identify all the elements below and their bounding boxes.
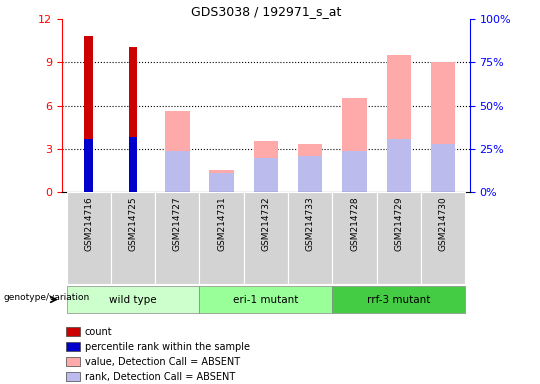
Bar [431,144,455,192]
Text: value, Detection Call = ABSENT: value, Detection Call = ABSENT [85,357,240,367]
Text: percentile rank within the sample: percentile rank within the sample [85,342,249,352]
Bar [244,192,288,284]
Text: GSM214730: GSM214730 [438,197,448,252]
Bar [129,46,137,192]
Bar [210,170,234,192]
Text: eri-1 mutant: eri-1 mutant [233,295,299,305]
Text: GSM214728: GSM214728 [350,197,359,251]
Bar [66,357,80,366]
Bar [210,173,234,192]
Text: wild type: wild type [109,295,157,305]
Bar [298,144,322,192]
Text: GSM214733: GSM214733 [306,197,315,252]
Bar [84,36,93,192]
Bar [387,139,411,192]
Text: GSM214732: GSM214732 [261,197,271,251]
Bar [165,111,190,192]
Bar [431,63,455,192]
Text: rrf-3 mutant: rrf-3 mutant [367,295,430,305]
Text: GSM214716: GSM214716 [84,197,93,252]
Bar [199,192,244,284]
Bar [333,192,377,284]
Bar [288,192,333,284]
Bar [254,141,278,192]
Bar [66,342,80,351]
Text: GSM214729: GSM214729 [394,197,403,251]
Bar [377,192,421,284]
Bar [333,286,465,313]
Bar [298,156,322,192]
Bar [387,55,411,192]
Bar [66,286,199,313]
Bar [66,192,111,284]
Bar [254,158,278,192]
Bar [129,137,137,192]
Bar [66,372,80,381]
Text: rank, Detection Call = ABSENT: rank, Detection Call = ABSENT [85,372,235,382]
Bar [111,192,155,284]
Text: count: count [85,327,112,337]
Bar [342,151,367,192]
Text: GSM214725: GSM214725 [129,197,138,251]
Title: GDS3038 / 192971_s_at: GDS3038 / 192971_s_at [191,5,341,18]
Bar [165,151,190,192]
Text: genotype/variation: genotype/variation [3,293,89,303]
Bar [421,192,465,284]
Bar [155,192,199,284]
Bar [84,139,93,192]
Bar [66,327,80,336]
Bar [342,98,367,192]
Bar [199,286,333,313]
Text: GSM214731: GSM214731 [217,197,226,252]
Text: GSM214727: GSM214727 [173,197,182,251]
